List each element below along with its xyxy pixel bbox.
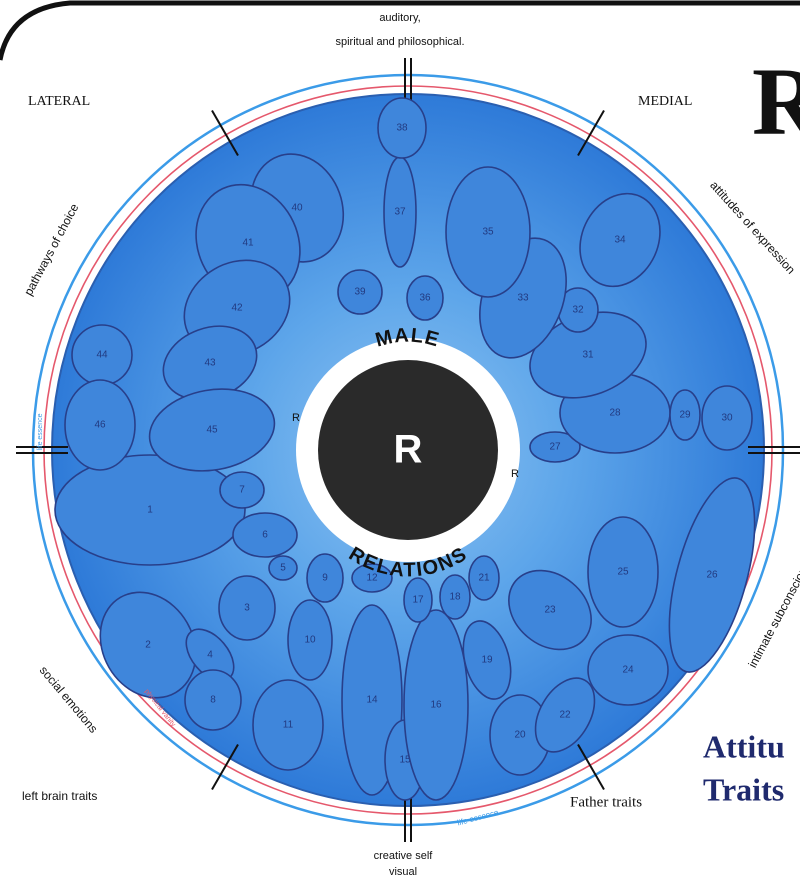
zone-number: 5 [280, 563, 286, 574]
zone-number: 36 [419, 293, 431, 304]
iris-chart: 1234567891011121314151617181920212223242… [0, 0, 800, 877]
title-text: Traits [703, 771, 784, 807]
zone-number: 32 [572, 305, 584, 316]
lateral-label: LATERAL [28, 94, 90, 109]
zone-number: 31 [582, 350, 594, 361]
zone-number: 4 [207, 650, 213, 661]
zone-number: 23 [544, 605, 556, 616]
zone-number: 28 [609, 408, 621, 419]
zone-number: 38 [396, 123, 408, 134]
father-label: Father traits [570, 794, 642, 810]
zone-number: 35 [482, 227, 494, 238]
zone-number: 22 [559, 710, 571, 721]
top-label: spiritual and philosophical. [335, 36, 464, 48]
zone-number: 10 [304, 635, 316, 646]
zone-number: 29 [679, 410, 691, 421]
sector-label: social emotions [37, 663, 101, 735]
pupil-letter: R [394, 428, 423, 472]
zone-number: 9 [322, 573, 328, 584]
title-text: Attitu [703, 728, 785, 764]
medial-label: MEDIAL [638, 94, 692, 109]
zone-number: 11 [283, 720, 294, 731]
zone-number: 41 [242, 238, 254, 249]
zone-number: 21 [478, 573, 490, 584]
bottom-label: creative self [374, 850, 434, 862]
ring-label: life essence [37, 413, 44, 450]
pupil-right-mark: R [511, 468, 519, 480]
zone-number: 37 [394, 207, 406, 218]
zone-number: 33 [517, 293, 529, 304]
zone-number: 26 [706, 570, 718, 581]
zone-number: 2 [145, 640, 151, 651]
bottom-label: visual [389, 866, 417, 877]
zone-number: 45 [206, 425, 218, 436]
zone-number: 16 [430, 700, 442, 711]
left-brain-label: left brain traits [22, 789, 97, 803]
top-label: auditory, [379, 12, 420, 24]
zone-number: 40 [291, 203, 303, 214]
zone-number: 19 [481, 655, 493, 666]
zone-number: 46 [94, 420, 106, 431]
zone-number: 30 [721, 413, 733, 424]
zone-number: 3 [244, 603, 250, 614]
pupil-left-mark: R [292, 412, 300, 424]
sector-label: intimate subconscious [745, 559, 800, 670]
zone-number: 14 [366, 695, 378, 706]
zone-number: 6 [262, 530, 268, 541]
zone-number: 39 [354, 287, 366, 298]
zone-number: 20 [514, 730, 526, 741]
zone-number: 17 [412, 595, 424, 606]
zone-number: 7 [239, 485, 245, 496]
zone-number: 44 [96, 350, 108, 361]
title-letter: R [752, 48, 800, 155]
sector-label: attitudes of expression [707, 178, 798, 277]
zone-number: 24 [622, 665, 634, 676]
zone-number: 18 [449, 592, 461, 603]
zone-number: 8 [210, 695, 216, 706]
zone-number: 42 [231, 303, 243, 314]
zone-number: 34 [614, 235, 626, 246]
zone-number: 25 [617, 567, 629, 578]
zone-number: 1 [147, 505, 153, 516]
zone-number: 43 [204, 358, 216, 369]
zone-number: 27 [549, 442, 561, 453]
